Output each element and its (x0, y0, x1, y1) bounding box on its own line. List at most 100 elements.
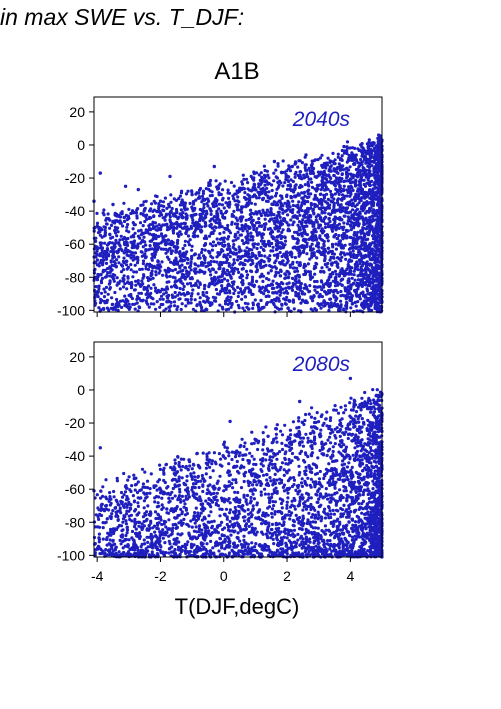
data-point (250, 275, 255, 279)
data-point (240, 182, 245, 186)
data-point (350, 266, 354, 270)
data-point (155, 300, 159, 304)
data-point (154, 273, 158, 277)
data-point (227, 196, 231, 200)
data-point (345, 475, 349, 479)
data-point (177, 251, 181, 255)
data-point (263, 183, 267, 187)
data-point (100, 246, 105, 250)
data-point (371, 173, 375, 177)
data-point (139, 284, 143, 288)
data-point (199, 263, 203, 267)
data-point (133, 263, 137, 267)
data-point (374, 303, 378, 307)
data-point (332, 252, 336, 256)
data-point (345, 179, 349, 183)
data-point (323, 262, 327, 267)
data-point (136, 187, 140, 192)
data-point (340, 193, 345, 197)
data-point (307, 237, 311, 241)
data-point (168, 174, 172, 179)
data-point (250, 280, 254, 284)
data-point (115, 283, 119, 287)
data-point (183, 243, 187, 247)
data-point (118, 287, 122, 291)
data-point (198, 219, 202, 223)
data-point (286, 179, 291, 184)
data-point (139, 203, 143, 207)
data-point (359, 278, 363, 282)
data-point (178, 225, 182, 229)
data-point (161, 297, 165, 301)
data-point (135, 246, 139, 250)
data-point (178, 212, 182, 216)
data-point (272, 179, 276, 183)
data-point (153, 201, 158, 205)
data-point (206, 264, 210, 268)
data-point (121, 259, 125, 264)
data-point (360, 187, 365, 192)
data-point (342, 307, 346, 311)
data-point (132, 210, 136, 214)
data-point (171, 212, 175, 216)
data-point (155, 224, 159, 228)
data-point (286, 496, 290, 500)
data-point (367, 244, 371, 248)
data-point (313, 272, 317, 276)
data-point (362, 299, 366, 303)
data-point (208, 178, 213, 183)
data-point (240, 210, 244, 214)
data-point (329, 301, 333, 305)
data-point (312, 251, 316, 255)
data-point (351, 249, 355, 253)
data-point (251, 306, 255, 310)
data-point (319, 197, 323, 202)
data-point (306, 200, 310, 204)
data-point (141, 224, 145, 228)
data-point (230, 222, 234, 226)
data-point (100, 251, 104, 255)
data-point (157, 209, 161, 214)
data-point (98, 301, 103, 305)
data-point (212, 491, 216, 495)
data-point (263, 244, 267, 248)
data-point (178, 254, 182, 258)
data-point (279, 219, 283, 223)
data-point (301, 218, 305, 222)
data-point (138, 221, 143, 225)
data-point (270, 286, 274, 291)
data-point (367, 138, 371, 142)
data-point (261, 248, 265, 252)
data-point (332, 205, 336, 209)
data-point (111, 250, 115, 254)
data-point (246, 286, 250, 290)
data-point (184, 304, 188, 308)
data-point (115, 258, 119, 262)
data-point (202, 271, 206, 275)
data-point (186, 240, 190, 244)
data-point (363, 276, 367, 280)
data-point (179, 232, 183, 236)
data-point (342, 225, 346, 229)
data-point (215, 204, 219, 208)
data-point (291, 179, 295, 184)
data-point (363, 158, 367, 162)
data-point (142, 207, 147, 212)
data-point (266, 196, 270, 200)
data-point (352, 273, 356, 277)
data-point (286, 291, 290, 295)
data-point (359, 143, 363, 147)
data-point (161, 216, 165, 220)
data-point (214, 299, 218, 303)
data-point (315, 279, 319, 284)
data-point (327, 275, 331, 280)
data-point (192, 471, 196, 475)
data-point (165, 255, 170, 259)
data-point (292, 188, 297, 192)
data-point (136, 281, 140, 285)
data-point (355, 253, 359, 258)
data-point (207, 234, 212, 238)
data-point (236, 195, 240, 199)
data-point (297, 225, 301, 230)
data-point (239, 273, 243, 277)
